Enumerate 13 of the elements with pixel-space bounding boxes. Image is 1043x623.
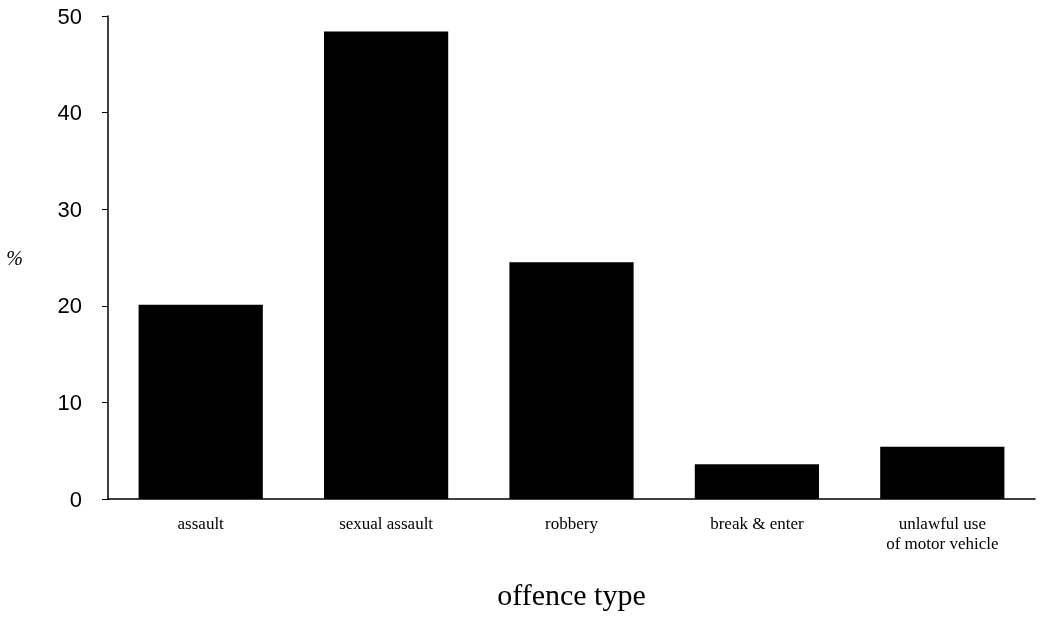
y-tick-label: 10 <box>57 389 82 415</box>
y-axis-title: % <box>6 246 23 269</box>
x-tick-label: assault <box>177 513 225 533</box>
x-tick-label: unlawful use of motor vehicle <box>886 513 999 553</box>
y-tick-label: 50 <box>57 3 82 29</box>
x-tick-label: break & enter <box>710 513 804 533</box>
y-tick-label: 30 <box>57 196 82 222</box>
y-tick-label: 20 <box>57 293 82 319</box>
y-tick-label: 0 <box>69 486 82 512</box>
x-tick-label: robbery <box>545 513 599 533</box>
x-axis-title: offence type <box>497 577 646 611</box>
y-tick-label: 40 <box>57 100 82 126</box>
x-tick-label: sexual assault <box>339 513 434 533</box>
